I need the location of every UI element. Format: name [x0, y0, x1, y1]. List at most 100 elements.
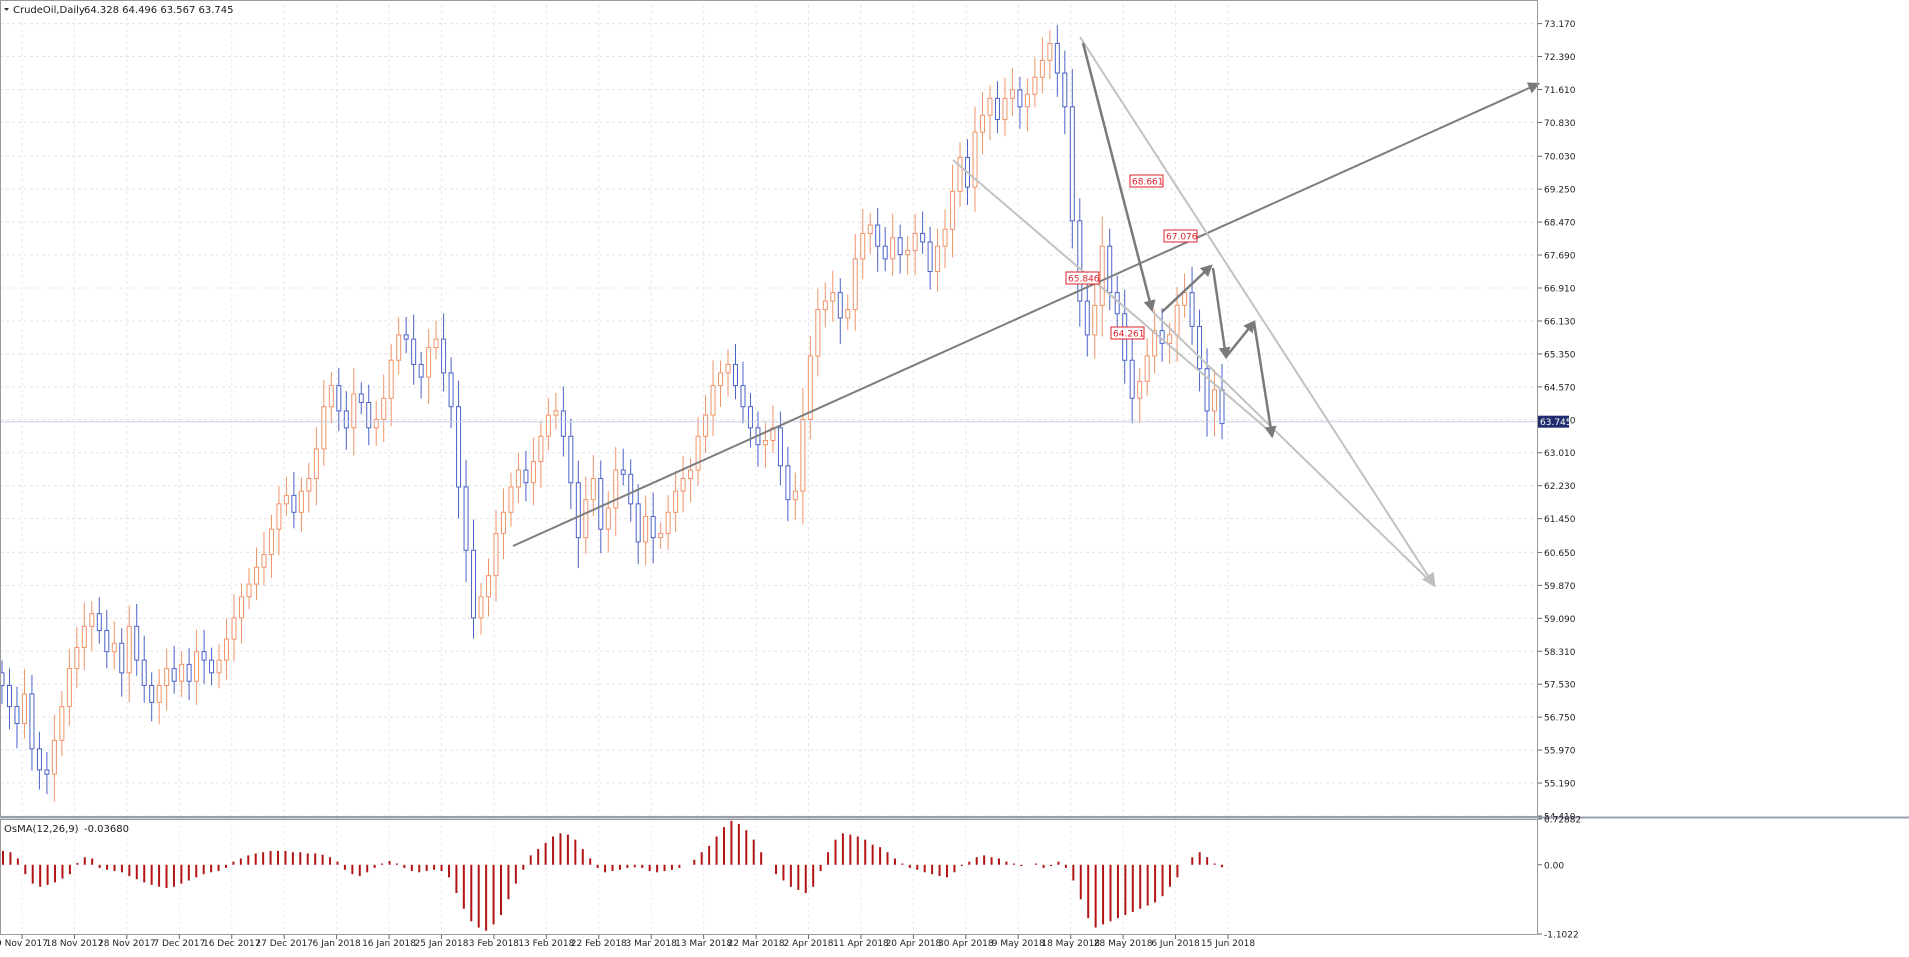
- candle: [291, 472, 297, 529]
- candle-body: [426, 347, 432, 378]
- price-tick-label: 55.970: [1544, 747, 1576, 757]
- candle: [36, 731, 42, 790]
- candle-body: [486, 575, 492, 598]
- candle: [800, 387, 806, 525]
- candle-body: [867, 224, 873, 235]
- candle: [156, 669, 162, 725]
- date-tick-label: 9 Nov 2017: [0, 939, 48, 949]
- price-label-tag: 65.846: [1065, 271, 1100, 285]
- candle: [231, 594, 237, 662]
- candle-body: [403, 334, 409, 340]
- candle-body: [239, 596, 245, 619]
- candle: [845, 294, 851, 330]
- candle: [950, 164, 956, 258]
- candle: [725, 349, 731, 397]
- candle-body: [1047, 42, 1053, 61]
- candle-body: [807, 355, 813, 420]
- channel-line-upper-arrow: [1079, 36, 1436, 588]
- wave-arrow: [1252, 321, 1277, 439]
- candle: [66, 648, 72, 726]
- candle-body: [321, 406, 327, 450]
- candle-body: [635, 503, 641, 543]
- candle: [328, 371, 334, 424]
- candle-body: [994, 97, 1000, 120]
- osc-panel-frame: [0, 819, 1538, 935]
- candle-body: [433, 338, 439, 349]
- candle: [890, 213, 896, 276]
- candle-body: [845, 309, 851, 319]
- candle: [283, 476, 289, 516]
- candle-body: [216, 659, 222, 674]
- candle-body: [21, 693, 27, 724]
- candle-body: [538, 435, 544, 463]
- candle: [822, 282, 828, 328]
- date-tick-label: 3 Mar 2018: [626, 939, 678, 949]
- candle: [912, 213, 918, 276]
- candle-body: [463, 486, 469, 551]
- candle: [852, 233, 858, 331]
- candle: [426, 329, 432, 404]
- price-tick-label: 59.870: [1544, 582, 1576, 592]
- candle: [1024, 78, 1030, 132]
- wave-arrow: [1161, 264, 1213, 313]
- date-tick-label: 25 Jan 2018: [415, 939, 469, 949]
- dropdown-triangle-icon[interactable]: [4, 8, 9, 11]
- candle-body: [478, 596, 484, 619]
- candle-body: [224, 638, 230, 661]
- candle: [104, 610, 110, 669]
- candle: [1054, 25, 1060, 97]
- channel-line-lower: [952, 159, 1275, 436]
- date-tick-label: 15 Jun 2018: [1201, 939, 1255, 949]
- candle-body: [1152, 330, 1158, 357]
- candle-body: [1024, 93, 1030, 108]
- candle-body: [1174, 304, 1180, 336]
- candle-body: [740, 385, 746, 408]
- price-label-box: [1163, 229, 1198, 243]
- price-label-text: 68.661: [1132, 178, 1164, 188]
- candle-body: [111, 642, 117, 653]
- date-tick-label: 30 Apr 2018: [938, 939, 994, 949]
- candle-body: [298, 490, 304, 513]
- candle-body: [747, 406, 753, 429]
- candle-body: [104, 630, 110, 653]
- price-label-box: [1065, 271, 1100, 285]
- candle-body: [710, 385, 716, 416]
- candle: [89, 601, 95, 651]
- candle: [867, 213, 873, 255]
- candle-body: [545, 414, 551, 437]
- candle-body: [164, 668, 170, 686]
- candle: [403, 316, 409, 354]
- candle: [164, 648, 170, 711]
- candle: [201, 629, 207, 684]
- candle: [500, 488, 506, 559]
- current-price-label: 63.745: [1540, 418, 1572, 428]
- candle: [141, 635, 147, 703]
- date-tick-label: 13 Feb 2018: [518, 939, 574, 949]
- wave-arrow: [1225, 320, 1256, 358]
- price-tick-label: 61.450: [1544, 515, 1576, 525]
- candle: [1189, 266, 1195, 346]
- candle-body: [1039, 59, 1045, 78]
- candle-body: [957, 156, 963, 192]
- price-tick-label: 65.350: [1544, 350, 1576, 360]
- candle-body: [875, 224, 881, 247]
- date-tick-label: 2 Apr 2018: [784, 939, 834, 949]
- price-tick-label: 56.750: [1544, 714, 1576, 724]
- candle-body: [381, 397, 387, 420]
- price-tick-label: 66.130: [1544, 317, 1576, 327]
- price-label-tag: 67.076: [1163, 229, 1198, 243]
- candle: [0, 660, 5, 704]
- candle: [583, 476, 589, 554]
- candle-body: [253, 566, 259, 585]
- price-tick-label: 67.690: [1544, 252, 1576, 262]
- candle: [905, 235, 911, 275]
- candle: [920, 211, 926, 254]
- candle-body: [74, 646, 80, 670]
- candle-body: [456, 406, 462, 488]
- candle-body: [179, 663, 185, 682]
- price-label-text: 64.261: [1113, 330, 1145, 340]
- candle: [732, 343, 738, 400]
- candle: [987, 85, 993, 141]
- candle-body: [343, 410, 349, 429]
